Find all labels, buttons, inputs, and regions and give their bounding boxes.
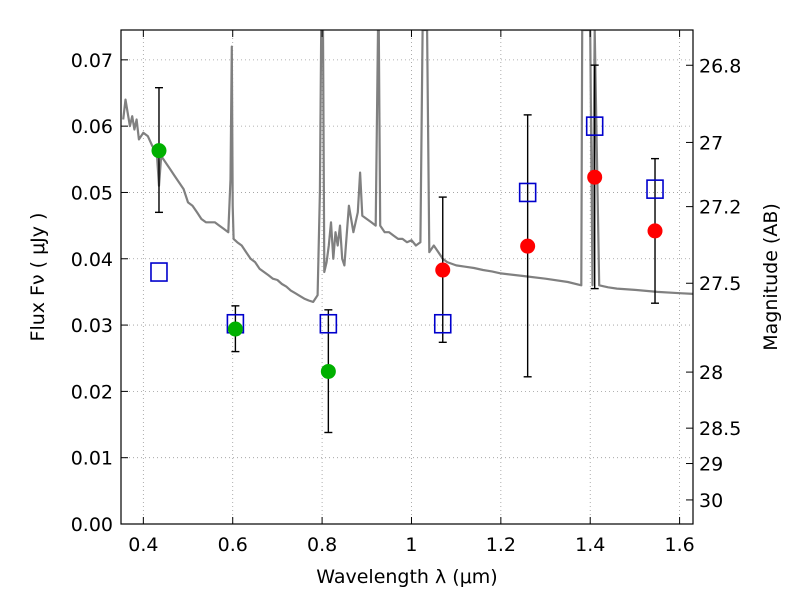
- magnitude-tick-label: 26.8: [699, 55, 741, 77]
- magnitude-tick-label: 29: [699, 454, 723, 476]
- y-tick-label: 0.02: [71, 381, 113, 403]
- y-tick-label: 0.04: [71, 249, 113, 271]
- x-tick-label: 1.4: [575, 534, 605, 556]
- x-tick-label: 1: [405, 534, 417, 556]
- magnitude-tick-label: 27.5: [699, 273, 741, 295]
- data-point: [227, 321, 243, 337]
- x-tick-label: 0.8: [307, 534, 337, 556]
- data-point: [320, 363, 336, 379]
- y-tick-label: 0.01: [71, 448, 113, 470]
- data-point: [587, 169, 603, 185]
- y-tick-label: 0.00: [71, 514, 113, 536]
- magnitude-tick-label: 28: [699, 362, 723, 384]
- x-tick-label: 1.6: [664, 534, 694, 556]
- model-photometry-square: [319, 313, 338, 334]
- magnitude-tick-label: 30: [699, 490, 723, 512]
- magnitude-tick-label: 28.5: [699, 418, 741, 440]
- x-axis: 0.4 0.6 0.8 1 1.2 1.4 1.6: [128, 30, 695, 556]
- data-point: [647, 223, 663, 239]
- model-photometry-square: [150, 262, 168, 282]
- y-axis-right-title: Magnitude (AB): [760, 203, 782, 351]
- grid: [121, 30, 693, 525]
- magnitude-tick-label: 27: [699, 132, 723, 154]
- y-tick-label: 0.03: [71, 315, 113, 337]
- y-axis-right: 26.8 27 27.2 27.5 28 28.5 29 30: [686, 55, 741, 512]
- x-tick-label: 1.2: [486, 534, 516, 556]
- magnitude-tick-label: 27.2: [699, 197, 741, 219]
- y-axis-left: 0.00 0.01 0.02 0.03 0.04 0.05 0.06 0.07: [71, 50, 128, 536]
- model-spectrum-layer: [122, 30, 693, 303]
- model-spectrum-line: [122, 30, 693, 303]
- y-axis-title: Flux Fν ( μJy ): [27, 213, 49, 342]
- data-point: [151, 143, 167, 159]
- model-photometry-square: [433, 313, 452, 334]
- marker-layer: [150, 116, 664, 379]
- model-photometry-square: [518, 182, 537, 203]
- data-point: [520, 238, 536, 254]
- plot-frame: [120, 29, 694, 525]
- x-axis-title: Wavelength λ (μm): [316, 566, 497, 588]
- x-tick-label: 0.6: [218, 534, 248, 556]
- model-photometry-square: [585, 116, 604, 136]
- data-point: [435, 262, 451, 278]
- x-tick-label: 0.4: [128, 534, 158, 556]
- y-tick-label: 0.06: [71, 116, 113, 138]
- model-photometry-square: [646, 179, 664, 199]
- y-tick-label: 0.05: [71, 182, 113, 204]
- y-tick-label: 0.07: [71, 50, 113, 72]
